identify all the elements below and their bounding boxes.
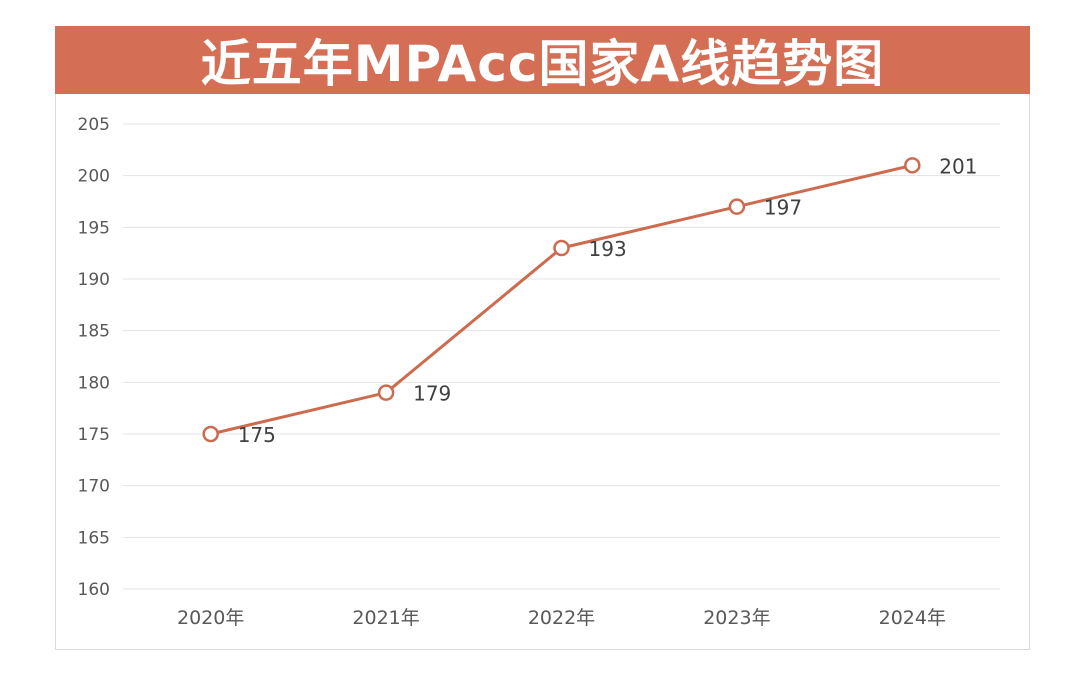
y-tick-label: 200 — [78, 167, 110, 187]
y-tick-label: 170 — [78, 477, 110, 497]
x-tick-label: 2022年 — [528, 607, 595, 629]
y-tick-label: 175 — [78, 425, 110, 445]
chart-frame — [55, 26, 1030, 650]
y-tick-label: 205 — [78, 115, 110, 135]
data-label: 197 — [764, 196, 802, 220]
y-tick-label: 165 — [78, 528, 110, 548]
x-axis-ticks: 2020年 2021年 2022年 2023年 2024年 — [177, 607, 946, 629]
series — [202, 157, 921, 443]
title-banner: 近五年MPAcc国家A线趋势图 — [55, 26, 1030, 94]
data-label: 193 — [589, 237, 627, 261]
y-tick-label: 185 — [78, 322, 110, 342]
x-tick-label: 2020年 — [177, 607, 244, 629]
grid — [123, 123, 1000, 590]
y-tick-label: 160 — [78, 580, 110, 600]
x-tick-label: 2021年 — [352, 607, 419, 629]
x-tick-label: 2023年 — [703, 607, 770, 629]
data-point-marker — [202, 425, 219, 443]
data-point-marker — [728, 198, 746, 215]
y-tick-label: 180 — [78, 373, 110, 393]
data-point-marker — [553, 239, 570, 257]
chart-title: 近五年MPAcc国家A线趋势图 — [200, 35, 885, 93]
data-label: 179 — [413, 382, 451, 406]
series-line — [209, 163, 914, 436]
data-label: 175 — [238, 423, 276, 447]
data-labels: 175 179 193 197 201 — [238, 154, 978, 447]
data-label: 201 — [939, 154, 977, 178]
y-tick-label: 195 — [78, 218, 110, 238]
data-point-marker — [377, 384, 395, 401]
y-tick-label: 190 — [78, 270, 110, 290]
x-tick-label: 2024年 — [879, 607, 946, 629]
y-axis-ticks: 160 165 170 175 180 185 190 195 200 205 — [78, 115, 110, 600]
data-point-marker — [904, 157, 921, 174]
